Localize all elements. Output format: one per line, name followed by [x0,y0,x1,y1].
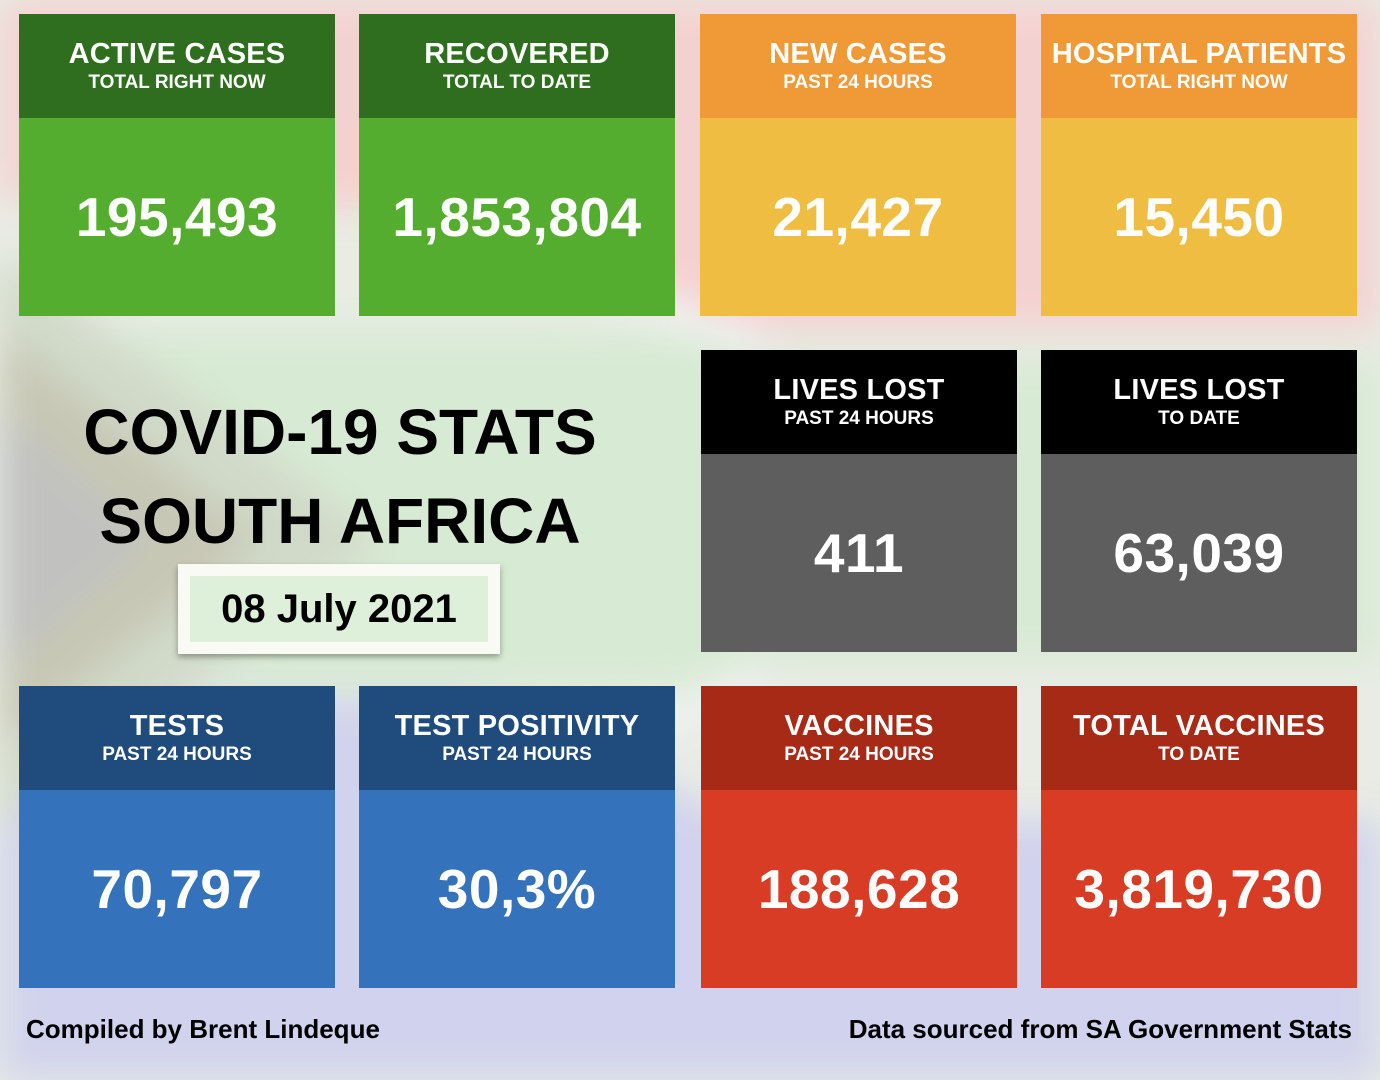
card-value: 21,427 [772,186,944,248]
card-test-positivity: TEST POSITIVITY PAST 24 HOURS 30,3% [359,686,675,988]
card-recovered: RECOVERED TOTAL TO DATE 1,853,804 [359,14,675,316]
card-body: 63,039 [1041,454,1357,652]
card-value: 15,450 [1113,186,1285,248]
card-subtitle: PAST 24 HOURS [784,408,934,429]
card-body: 195,493 [19,118,335,316]
card-body: 1,853,804 [359,118,675,316]
card-subtitle: TOTAL RIGHT NOW [1110,72,1288,93]
card-title: VACCINES [784,710,934,742]
card-subtitle: PAST 24 HOURS [442,744,592,765]
card-header: TEST POSITIVITY PAST 24 HOURS [359,686,675,790]
card-subtitle: TO DATE [1158,744,1240,765]
card-total-vaccines: TOTAL VACCINES TO DATE 3,819,730 [1041,686,1357,988]
page-title: COVID-19 STATS SOUTH AFRICA [20,388,660,566]
card-body: 15,450 [1041,118,1357,316]
card-lives-lost-24h: LIVES LOST PAST 24 HOURS 411 [701,350,1017,652]
card-active-cases: ACTIVE CASES TOTAL RIGHT NOW 195,493 [19,14,335,316]
card-lives-lost-total: LIVES LOST TO DATE 63,039 [1041,350,1357,652]
card-title: ACTIVE CASES [68,38,286,70]
card-header: LIVES LOST PAST 24 HOURS [701,350,1017,454]
card-vaccines: VACCINES PAST 24 HOURS 188,628 [701,686,1017,988]
card-body: 3,819,730 [1041,790,1357,988]
card-header: VACCINES PAST 24 HOURS [701,686,1017,790]
card-header: ACTIVE CASES TOTAL RIGHT NOW [19,14,335,118]
card-value: 188,628 [757,858,961,920]
card-title: TEST POSITIVITY [394,710,640,742]
card-body: 188,628 [701,790,1017,988]
card-header: TESTS PAST 24 HOURS [19,686,335,790]
card-value: 30,3% [437,858,597,920]
card-title: LIVES LOST [773,374,945,406]
card-hospital-patients: HOSPITAL PATIENTS TOTAL RIGHT NOW 15,450 [1041,14,1357,316]
card-value: 70,797 [91,858,263,920]
card-header: HOSPITAL PATIENTS TOTAL RIGHT NOW [1041,14,1357,118]
card-subtitle: PAST 24 HOURS [783,72,933,93]
card-body: 21,427 [700,118,1016,316]
card-body: 30,3% [359,790,675,988]
card-body: 411 [701,454,1017,652]
card-header: LIVES LOST TO DATE [1041,350,1357,454]
card-body: 70,797 [19,790,335,988]
card-value: 63,039 [1113,522,1285,584]
card-title: HOSPITAL PATIENTS [1051,38,1347,70]
footer-credit: Compiled by Brent Lindeque [26,1014,380,1044]
card-value: 3,819,730 [1074,858,1324,920]
card-subtitle: TOTAL TO DATE [442,72,592,93]
date-badge: 08 July 2021 [178,564,500,654]
title-line-1: COVID-19 STATS [83,396,597,468]
card-tests: TESTS PAST 24 HOURS 70,797 [19,686,335,988]
card-header: TOTAL VACCINES TO DATE [1041,686,1357,790]
card-subtitle: TO DATE [1158,408,1240,429]
card-value: 411 [813,522,905,584]
card-title: NEW CASES [769,38,947,70]
footer-source: Data sourced from SA Government Stats [848,1014,1352,1044]
card-subtitle: PAST 24 HOURS [102,744,252,765]
date-text: 08 July 2021 [190,576,488,642]
card-new-cases: NEW CASES PAST 24 HOURS 21,427 [700,14,1016,316]
card-title: TOTAL VACCINES [1072,710,1325,742]
card-title: TESTS [129,710,225,742]
title-line-2: SOUTH AFRICA [99,485,581,557]
card-title: LIVES LOST [1113,374,1285,406]
card-subtitle: TOTAL RIGHT NOW [88,72,266,93]
card-header: RECOVERED TOTAL TO DATE [359,14,675,118]
card-header: NEW CASES PAST 24 HOURS [700,14,1016,118]
card-value: 195,493 [75,186,279,248]
card-title: RECOVERED [424,38,610,70]
card-subtitle: PAST 24 HOURS [784,744,934,765]
card-value: 1,853,804 [392,186,642,248]
